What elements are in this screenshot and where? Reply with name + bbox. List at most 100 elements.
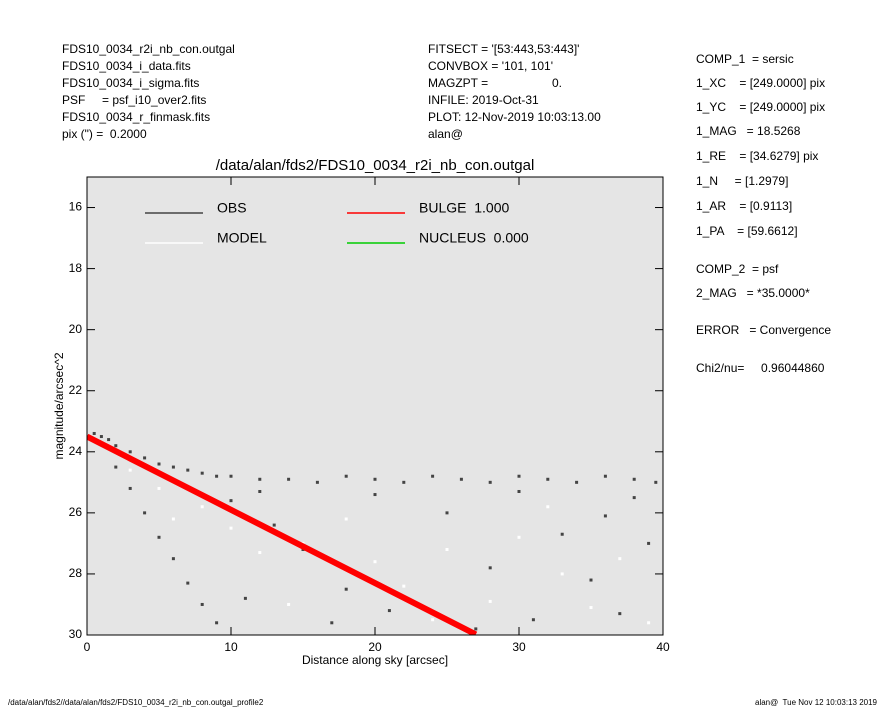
y-tick-label: 22 [69,383,83,397]
data-point [128,450,132,454]
data-point [229,526,233,530]
data-point [402,480,406,484]
data-point [589,578,593,582]
header-middle-line: MAGZPT = [428,76,488,90]
y-tick-label: 18 [69,261,83,275]
data-point [128,486,132,490]
legend-label: MODEL [217,230,267,246]
legend-label: NUCLEUS 0.000 [419,230,529,246]
data-point [531,618,535,622]
data-point [99,435,103,439]
data-point [546,505,550,509]
data-point [445,548,449,552]
fit-parameter: Chi2/nu= 0.96044860 [696,361,825,375]
data-point [258,551,262,555]
fit-parameter: COMP_2 = psf [696,262,779,276]
data-point [229,474,233,478]
data-point [171,465,175,469]
fit-parameter: ERROR = Convergence [696,323,831,337]
data-point [171,517,175,521]
data-point [330,621,334,625]
data-point [92,431,96,435]
data-point [517,474,521,478]
magzpt-value: 0. [552,76,562,90]
y-tick-label: 28 [69,566,83,580]
data-point [287,477,291,481]
data-point [431,474,435,478]
data-point [618,557,622,561]
data-point [402,584,406,588]
header-left-line: FDS10_0034_r2i_nb_con.outgal [62,42,235,56]
plot-frame [86,176,664,636]
data-point [575,480,579,484]
x-tick-label: 0 [84,640,91,654]
data-point [200,471,204,475]
header-middle-line: INFILE: 2019-Oct-31 [428,93,539,107]
data-point [373,477,377,481]
footer-path: /data/alan/fds2//data/alan/fds2/FDS10_00… [8,698,264,707]
fit-parameter: 1_AR = [0.9113] [696,199,792,213]
data-point [287,602,291,606]
data-point [215,474,219,478]
data-point [445,511,449,515]
data-point [431,618,435,622]
fit-parameter: 1_XC = [249.0000] pix [696,76,825,90]
y-tick-label: 30 [69,627,83,641]
data-point [387,609,391,613]
legend-label: BULGE 1.000 [419,200,509,216]
fit-parameter: 1_RE = [34.6279] pix [696,149,818,163]
data-point [488,480,492,484]
chart-title: /data/alan/fds2/FDS10_0034_r2i_nb_con.ou… [216,157,535,174]
data-point [215,621,219,625]
y-tick-label: 20 [69,322,83,336]
data-point [243,596,247,600]
data-point [200,505,204,509]
data-point [647,621,651,625]
fit-parameter: 1_MAG = 18.5268 [696,124,801,138]
header-middle-line: FITSECT = '[53:443,53:443]' [428,42,579,56]
data-point [143,511,147,515]
data-point [589,606,593,610]
data-point [373,493,377,497]
data-point [459,477,463,481]
x-axis-label: Distance along sky [arcsec] [302,653,448,667]
profile-line [87,433,478,635]
data-point [258,477,262,481]
data-point [344,517,348,521]
header-middle-line: alan@ [428,127,463,141]
data-point [546,477,550,481]
data-point [647,541,651,545]
x-tick-label: 40 [656,640,670,654]
y-tick-label: 16 [69,200,83,214]
data-point [344,587,348,591]
data-point [258,489,262,493]
data-point [560,572,564,576]
data-point [373,560,377,564]
data-point [157,462,161,466]
header-left-line: PSF = psf_i10_over2.fits [62,93,206,107]
data-point [200,602,204,606]
data-point [603,474,607,478]
x-tick-label: 10 [224,640,238,654]
data-point [114,444,118,448]
fit-parameter: 1_N = [1.2979] [696,174,788,188]
data-point [171,557,175,561]
data-point [654,480,658,484]
data-point [157,535,161,539]
data-point [517,489,521,493]
data-point [229,499,233,503]
data-point [632,496,636,500]
footer-user: alan@ Tue Nov 12 10:03:13 2019 [755,698,878,707]
header-left-line: FDS10_0034_i_data.fits [62,59,191,73]
data-point [186,581,190,585]
data-point [560,532,564,536]
y-tick-label: 24 [69,444,83,458]
x-tick-label: 30 [512,640,526,654]
data-point [488,599,492,603]
y-tick-label: 26 [69,505,83,519]
data-point [618,612,622,616]
data-point [517,535,521,539]
plot-area [87,177,663,635]
data-point [157,486,161,490]
